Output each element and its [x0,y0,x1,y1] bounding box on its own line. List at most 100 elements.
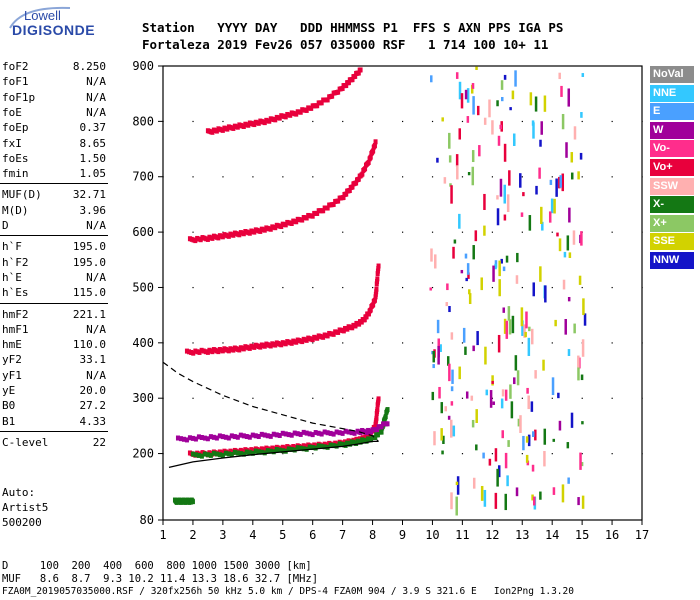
noise-mark [488,99,491,118]
noise-mark [489,390,493,408]
noise-mark [491,120,494,135]
trace-point [298,445,303,451]
noise-mark [470,395,474,401]
param-name: fmin [2,167,29,181]
grid-dot [431,453,434,455]
trace-point [301,446,306,452]
noise-mark [561,173,565,192]
noise-mark [573,126,577,140]
noise-mark [432,364,435,369]
noise-mark [439,344,442,352]
noise-mark [485,389,489,396]
param-row: foEs 1.50 [2,152,106,166]
noise-mark [505,255,509,263]
file-info-row: FZA0M_2019057035000.RSF / 320fx256h 50 k… [2,586,574,597]
param-name: fxI [2,136,22,150]
grid-dot [611,286,613,289]
trace-point [350,184,355,190]
trace-point [373,291,378,297]
noise-mark [458,81,462,100]
noise-mark [443,177,447,184]
noise-mark [567,477,570,484]
noise-mark [580,231,583,246]
param-row: yF2 33.1 [2,353,106,367]
grid-dot [252,342,254,344]
grid-dot [491,231,494,233]
trace-point [304,215,309,221]
noise-mark [450,401,454,406]
x-tick-label: 11 [455,528,469,542]
grid-dot [282,286,284,289]
noise-mark [582,298,585,316]
param-row: hmF2 221.1 [2,308,106,322]
grid-dot [611,453,613,455]
noise-mark [511,90,515,100]
trace-point [201,348,206,354]
noise-mark [577,366,580,381]
extrapolation-line [162,361,379,442]
trace-point [271,449,276,455]
grid-dot [521,176,523,178]
grid-dot [372,120,374,123]
y-tick-label: 600 [132,225,154,239]
noise-mark [552,438,556,442]
trace-point [199,453,204,459]
noise-mark [527,434,531,447]
grid-dot [461,342,464,344]
param-row: foF2 8.250 [2,60,106,74]
trace-point [300,217,305,223]
noise-mark [563,251,567,258]
x-tick-label: 2 [189,528,196,542]
muf-row: MUF 8.6 8.7 9.3 10.2 11.4 13.3 18.6 32.7… [2,573,319,585]
param-value: 27.2 [79,399,107,413]
noise-mark [570,172,574,180]
grid-dot [551,342,553,344]
grid-dot [162,231,164,233]
grid-dot [192,286,194,289]
grid-dot [461,176,464,178]
trace-point [235,450,240,456]
grid-dot [521,286,523,289]
trace-point [259,431,264,437]
noise-mark [581,73,585,77]
x-tick-label: 13 [515,528,529,542]
grid-dot [402,453,404,455]
grid-dot [372,453,374,455]
noise-mark [581,495,585,509]
trace-point [199,347,204,353]
noise-mark [534,429,537,441]
noise-mark [464,346,467,355]
grid-dot [372,397,374,399]
trace-point [321,208,326,214]
trace-point [193,348,198,354]
trace-point [328,430,333,436]
noise-mark [528,326,531,332]
noise-mark [566,235,570,251]
grid-dot [342,397,344,399]
noise-mark [448,155,452,163]
trace-point [178,436,183,442]
trace-point [383,414,388,420]
noise-mark [436,157,439,163]
x-tick-label: 12 [485,528,499,542]
noise-mark [535,185,538,195]
trace-point [325,205,330,211]
noise-mark [431,391,435,401]
noise-mark [452,246,455,259]
x-tick-label: 3 [219,528,226,542]
noise-mark [450,332,454,340]
noise-mark [524,331,527,338]
param-value: 221.1 [72,307,106,321]
noise-mark [516,252,519,263]
noise-mark [464,253,468,259]
param-name: M(D) [2,203,29,217]
noise-mark [544,285,547,303]
grid-dot [551,453,553,455]
trace-point [256,433,261,439]
noise-mark [504,389,508,401]
noise-mark [501,96,504,102]
noise-mark [577,497,580,506]
noise-mark [440,428,443,441]
noise-mark [466,263,470,275]
trace-point [341,194,346,200]
